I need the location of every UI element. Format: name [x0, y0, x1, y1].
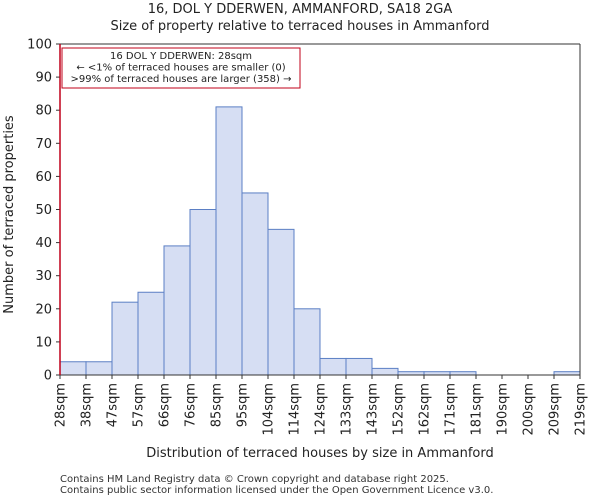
x-tick-label: 162sqm	[418, 383, 433, 436]
footer-licence: Contains public sector information licen…	[60, 485, 494, 496]
y-tick-label: 100	[27, 38, 52, 53]
y-tick-label: 10	[35, 335, 52, 350]
x-axis-title: Distribution of terraced houses by size …	[146, 446, 494, 461]
bar	[111, 301, 139, 376]
y-tick-label: 80	[35, 104, 52, 119]
bar	[189, 209, 217, 376]
x-tick-label: 171sqm	[444, 383, 459, 436]
bar	[137, 291, 165, 376]
bar	[267, 228, 295, 376]
x-tick-label: 181sqm	[470, 383, 485, 436]
y-tick-label: 70	[35, 137, 52, 152]
bar	[215, 106, 243, 376]
chart-title: 16, DOL Y DDERWEN, AMMANFORD, SA18 2GA	[147, 2, 453, 17]
x-tick-label: 57sqm	[132, 383, 147, 427]
x-tick-label: 200sqm	[522, 383, 537, 436]
x-tick-label: 66sqm	[158, 383, 173, 427]
annotation-line: ← <1% of terraced houses are smaller (0)	[76, 63, 285, 74]
y-tick-label: 50	[35, 203, 52, 218]
x-tick-label: 47sqm	[106, 383, 121, 427]
chart-subtitle: Size of property relative to terraced ho…	[110, 19, 490, 34]
x-tick-label: 114sqm	[288, 383, 303, 436]
bar	[163, 245, 191, 376]
bar	[319, 357, 347, 376]
x-tick-label: 143sqm	[366, 383, 381, 436]
footer-copyright: Contains HM Land Registry data © Crown c…	[60, 474, 449, 485]
bar	[241, 192, 269, 376]
y-tick-label: 60	[35, 170, 52, 185]
x-tick-label: 38sqm	[80, 383, 95, 427]
x-tick-label: 28sqm	[54, 383, 69, 427]
y-tick-label: 20	[35, 302, 52, 317]
x-tick-label: 85sqm	[210, 383, 225, 427]
y-tick-label: 0	[44, 369, 52, 384]
y-tick-label: 40	[35, 236, 52, 251]
annotation-box	[61, 47, 301, 89]
y-tick-label: 30	[35, 269, 52, 284]
bar	[293, 308, 321, 376]
x-tick-label: 76sqm	[184, 383, 199, 427]
x-tick-label: 219sqm	[574, 383, 589, 436]
x-tick-label: 95sqm	[236, 383, 251, 427]
bar	[371, 367, 399, 376]
x-tick-label: 152sqm	[392, 383, 407, 436]
x-tick-label: 209sqm	[548, 383, 563, 436]
bar	[59, 361, 87, 376]
x-tick-label: 133sqm	[340, 383, 355, 436]
bar	[345, 357, 373, 376]
bar	[85, 361, 113, 376]
y-tick-label: 90	[35, 71, 52, 86]
x-tick-label: 190sqm	[496, 383, 511, 436]
x-tick-label: 104sqm	[262, 383, 277, 436]
annotation-line: 16 DOL Y DDERWEN: 28sqm	[110, 51, 252, 62]
x-tick-label: 124sqm	[314, 383, 329, 436]
annotation-line: >99% of terraced houses are larger (358)…	[70, 74, 291, 85]
y-axis-title: Number of terraced properties	[2, 115, 17, 314]
